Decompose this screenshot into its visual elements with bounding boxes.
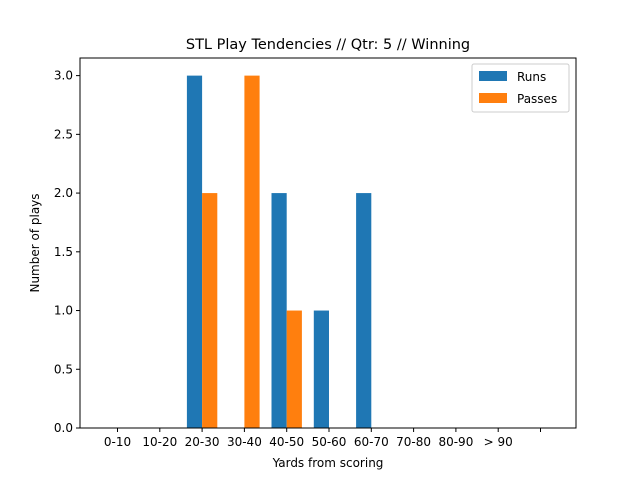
x-tick-label: 80-90 — [438, 435, 473, 449]
bar-passes-2 — [202, 193, 218, 428]
bar-runs-2 — [186, 75, 203, 428]
x-tick-label: 50-60 — [312, 435, 347, 449]
y-tick-label: 1.5 — [54, 245, 73, 259]
bar-passes-4 — [286, 310, 302, 428]
y-tick-label: 2.0 — [54, 186, 73, 200]
y-tick-label: 3.0 — [54, 69, 73, 83]
x-tick-label: 70-80 — [396, 435, 431, 449]
y-tick-label: 0.5 — [54, 362, 73, 376]
legend-swatch-runs — [479, 71, 507, 81]
ticks-layer: 0-10 10-20 20-30 30-40 40-50 50-60 60-70 70-80 8… — [54, 69, 541, 449]
y-tick-label: 1.0 — [54, 304, 73, 318]
x-tick-label: 60-70 — [354, 435, 389, 449]
x-tick-label: 20-30 — [185, 435, 220, 449]
x-tick-label: > 90 — [484, 435, 513, 449]
bar-runs-6 — [356, 193, 372, 428]
x-tick-label: 10-20 — [142, 435, 177, 449]
legend-label-passes: Passes — [517, 92, 557, 106]
x-tick-label: 0-10 — [104, 435, 131, 449]
plot-frame — [79, 57, 577, 429]
y-tick-label: 2.5 — [54, 127, 73, 141]
x-tick-label: 30-40 — [227, 435, 262, 449]
legend-label-runs: Runs — [517, 70, 546, 84]
bar-passes-3 — [244, 75, 260, 428]
bar-runs-4 — [271, 193, 287, 428]
x-tick-label: 40-50 — [269, 435, 304, 449]
chart-title: STL Play Tendencies // Qtr: 5 // Winning — [186, 37, 470, 53]
y-axis-label: Number of plays — [28, 193, 42, 292]
x-axis-label: Yards from scoring — [272, 456, 384, 470]
bar-runs-5 — [313, 310, 329, 428]
legend-swatch-passes — [479, 93, 507, 103]
bars-layer — [186, 75, 372, 428]
legend: Runs Passes — [471, 63, 570, 113]
y-tick-label: 0.0 — [54, 421, 73, 435]
